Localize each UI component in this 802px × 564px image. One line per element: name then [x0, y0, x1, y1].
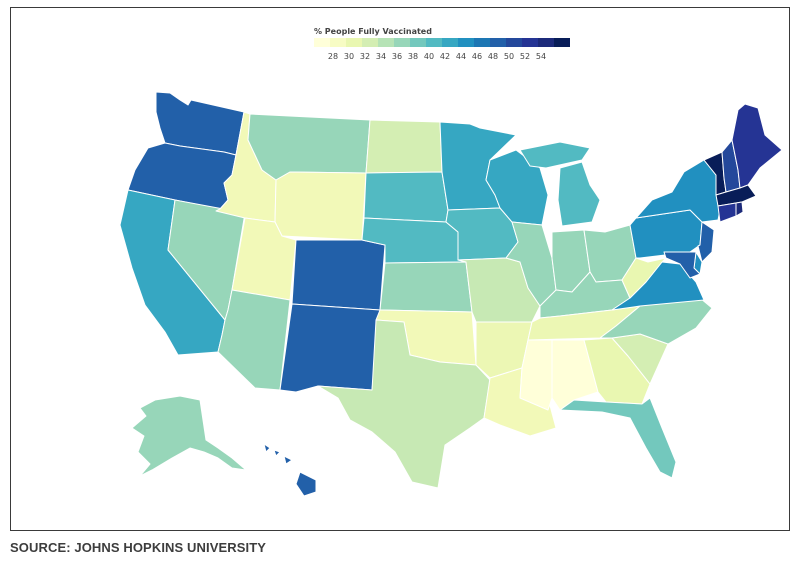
source-caption: SOURCE: JOHNS HOPKINS UNIVERSITY [10, 540, 267, 555]
state-michigan-upper[interactable] [519, 141, 591, 169]
legend-color-scale [314, 38, 570, 47]
legend-swatch [506, 38, 522, 47]
state-arizona[interactable] [217, 289, 291, 391]
legend-swatch [346, 38, 362, 47]
state-michigan[interactable] [557, 161, 601, 227]
legend-swatch [362, 38, 378, 47]
legend-tick-label: 50 [503, 52, 515, 61]
state-west-virginia[interactable] [621, 257, 667, 299]
legend-tick-label: 44 [455, 52, 467, 61]
state-wyoming[interactable] [274, 171, 367, 241]
legend-ticks: 28 30 32 34 36 38 40 42 44 46 48 50 52 54 [314, 52, 586, 64]
state-colorado[interactable] [291, 239, 386, 311]
legend-tick-label: 28 [327, 52, 339, 61]
legend-swatch [522, 38, 538, 47]
legend-tick-label: 36 [391, 52, 403, 61]
state-rhode-island[interactable] [735, 201, 744, 217]
legend-swatch [458, 38, 474, 47]
legend-swatch [330, 38, 346, 47]
state-south-dakota[interactable] [363, 171, 449, 223]
state-kansas[interactable] [379, 261, 473, 313]
legend-swatch [490, 38, 506, 47]
legend-tick-label: 42 [439, 52, 451, 61]
legend-swatch [538, 38, 554, 47]
state-florida[interactable] [559, 397, 677, 479]
legend-swatch [426, 38, 442, 47]
legend-swatch [314, 38, 330, 47]
legend-swatch [442, 38, 458, 47]
state-illinois[interactable] [505, 221, 557, 307]
legend-swatch [474, 38, 490, 47]
state-new-mexico[interactable] [279, 303, 381, 393]
legend-tick-label: 46 [471, 52, 483, 61]
state-alaska[interactable] [131, 395, 247, 477]
legend-tick-label: 34 [375, 52, 387, 61]
state-maine[interactable] [731, 103, 783, 189]
state-connecticut[interactable] [717, 202, 737, 223]
state-wisconsin[interactable] [485, 149, 549, 226]
state-maryland[interactable] [663, 251, 701, 279]
legend-tick-label: 52 [519, 52, 531, 61]
state-hawaii[interactable] [263, 443, 317, 497]
legend-swatch [410, 38, 426, 47]
legend-swatch [378, 38, 394, 47]
legend-swatch [394, 38, 410, 47]
state-montana[interactable] [247, 113, 371, 181]
legend-tick-label: 38 [407, 52, 419, 61]
legend-tick-label: 54 [535, 52, 547, 61]
legend-tick-label: 30 [343, 52, 355, 61]
legend-tick-label: 40 [423, 52, 435, 61]
state-north-dakota[interactable] [365, 119, 443, 174]
state-texas[interactable] [317, 319, 491, 489]
legend-tick-label: 48 [487, 52, 499, 61]
legend-title: % People Fully Vaccinated [314, 27, 432, 36]
legend-tick-label: 32 [359, 52, 371, 61]
legend-swatch [554, 38, 570, 47]
